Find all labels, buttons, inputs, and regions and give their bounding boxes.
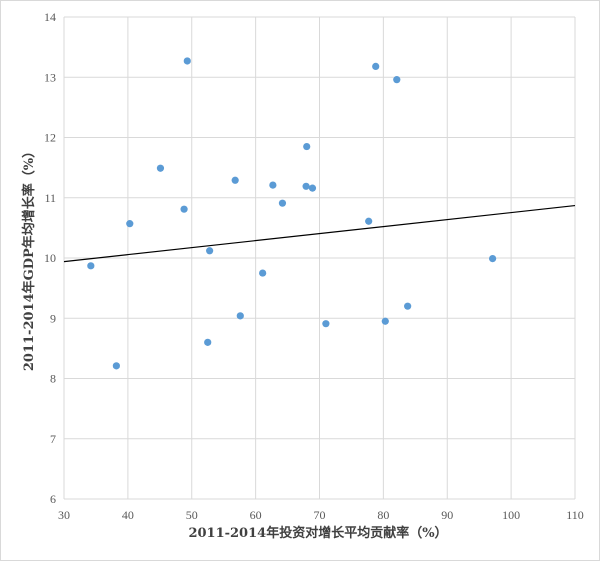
data-point <box>231 176 239 184</box>
data-point <box>381 317 389 325</box>
y-axis-title: 2011-2014年GDP年均增长率（%） <box>21 145 37 371</box>
data-point <box>308 184 317 192</box>
y-tick-label: 14 <box>44 10 56 24</box>
data-point <box>236 312 244 320</box>
trendline <box>63 204 576 263</box>
data-point <box>206 247 214 255</box>
x-axis-title: 2011-2014年投资对增长平均贡献率（%） <box>188 525 447 541</box>
y-tick-labels: 6 7 8 9 10 11 12 13 14 <box>44 10 56 506</box>
y-tick-label: 13 <box>44 70 56 84</box>
x-tick-label: 90 <box>441 508 453 522</box>
data-point <box>302 182 310 190</box>
data-point <box>278 199 287 207</box>
data-point <box>303 142 311 151</box>
y-tick-label: 7 <box>50 432 56 446</box>
x-tick-label: 50 <box>186 508 198 522</box>
x-tick-label: 70 <box>314 508 326 522</box>
data-point <box>204 338 212 346</box>
data-point <box>112 362 120 370</box>
x-tick-label: 30 <box>58 508 70 522</box>
data-point <box>489 255 497 263</box>
x-tick-label: 110 <box>566 508 584 522</box>
data-point <box>365 217 373 225</box>
data-point <box>156 164 165 172</box>
data-points <box>87 57 497 370</box>
data-point <box>126 220 134 228</box>
grid-lines <box>63 16 576 500</box>
x-tick-label: 40 <box>122 508 134 522</box>
data-point <box>180 205 188 213</box>
data-point <box>87 262 95 270</box>
data-point <box>393 76 401 84</box>
x-tick-label: 60 <box>250 508 262 522</box>
data-point <box>269 181 277 189</box>
x-tick-label: 80 <box>377 508 389 522</box>
y-tick-label: 12 <box>44 131 56 145</box>
data-point <box>322 320 330 328</box>
y-tick-label: 8 <box>50 372 56 386</box>
data-point <box>183 57 191 65</box>
x-tick-labels: 30 40 50 60 70 80 90 100 110 <box>58 508 584 522</box>
x-tick-label: 100 <box>502 508 520 522</box>
data-point <box>259 269 267 277</box>
data-point <box>404 302 412 310</box>
y-tick-label: 10 <box>44 251 56 265</box>
y-tick-label: 11 <box>44 191 56 205</box>
data-point <box>372 62 380 71</box>
y-tick-label: 9 <box>50 311 56 325</box>
y-tick-label: 6 <box>50 492 56 506</box>
